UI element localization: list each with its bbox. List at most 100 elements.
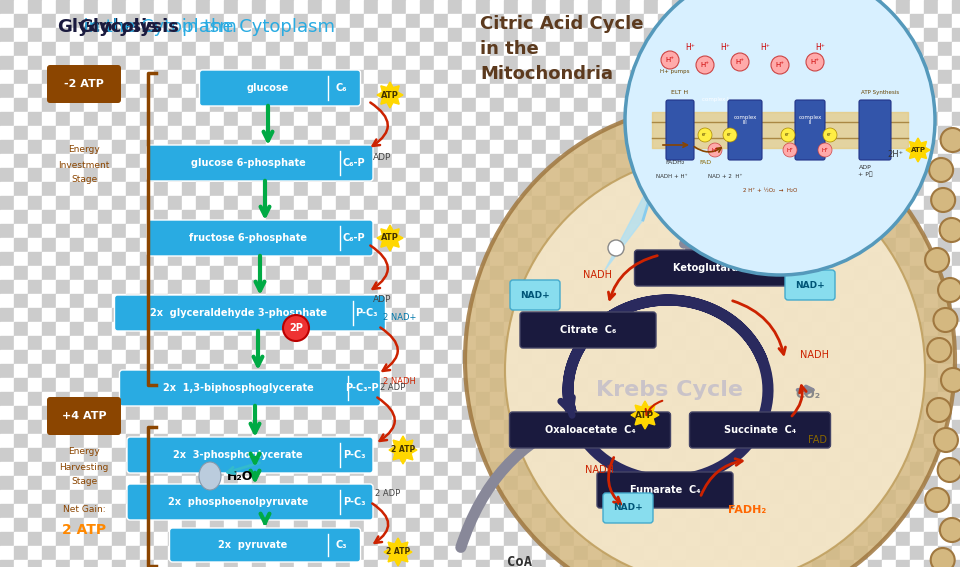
Bar	[168, 378, 182, 392]
Bar	[504, 560, 518, 567]
Bar	[406, 266, 420, 280]
Bar	[336, 490, 350, 504]
Bar	[630, 56, 644, 70]
Bar	[574, 336, 588, 350]
Bar	[504, 322, 518, 336]
Bar	[952, 476, 960, 490]
Bar	[910, 532, 924, 546]
Bar	[462, 98, 476, 112]
Bar	[602, 210, 616, 224]
Bar	[672, 392, 686, 406]
Bar	[98, 210, 112, 224]
Bar	[98, 252, 112, 266]
Bar	[448, 224, 462, 238]
Bar	[714, 476, 728, 490]
Bar	[364, 140, 378, 154]
Bar	[798, 70, 812, 84]
Bar	[322, 210, 336, 224]
Bar	[784, 98, 798, 112]
Bar	[952, 168, 960, 182]
Text: ATP: ATP	[636, 411, 655, 420]
Bar	[196, 546, 210, 560]
Bar	[406, 448, 420, 462]
Bar	[378, 98, 392, 112]
Bar	[686, 0, 700, 14]
Bar	[0, 84, 14, 98]
Bar	[168, 434, 182, 448]
Bar	[280, 448, 294, 462]
Bar	[812, 112, 826, 126]
Bar	[812, 308, 826, 322]
Bar	[882, 518, 896, 532]
Bar	[140, 322, 154, 336]
Bar	[560, 364, 574, 378]
Bar	[560, 84, 574, 98]
Bar	[406, 28, 420, 42]
Bar	[28, 84, 42, 98]
Bar	[910, 14, 924, 28]
Bar	[910, 0, 924, 14]
Bar	[56, 434, 70, 448]
Bar	[518, 56, 532, 70]
Bar	[630, 420, 644, 434]
Bar	[644, 28, 658, 42]
Bar	[476, 420, 490, 434]
Bar	[14, 490, 28, 504]
Bar	[308, 532, 322, 546]
Bar	[448, 294, 462, 308]
Bar	[630, 462, 644, 476]
Bar	[924, 266, 938, 280]
Bar	[112, 28, 126, 42]
Bar	[378, 84, 392, 98]
Bar	[266, 252, 280, 266]
Bar	[714, 462, 728, 476]
Bar	[574, 28, 588, 42]
Bar	[84, 308, 98, 322]
Bar	[336, 322, 350, 336]
Bar	[42, 168, 56, 182]
Bar	[952, 364, 960, 378]
Bar	[826, 210, 840, 224]
Bar	[196, 112, 210, 126]
Bar	[896, 140, 910, 154]
Bar	[504, 448, 518, 462]
Bar	[84, 84, 98, 98]
Bar	[798, 476, 812, 490]
Bar	[658, 154, 672, 168]
Bar	[784, 490, 798, 504]
Bar	[364, 294, 378, 308]
Bar	[28, 196, 42, 210]
Bar	[266, 224, 280, 238]
Bar	[826, 70, 840, 84]
Bar	[602, 140, 616, 154]
Bar	[406, 406, 420, 420]
Bar	[308, 14, 322, 28]
Bar	[84, 294, 98, 308]
Bar	[882, 280, 896, 294]
Bar	[924, 168, 938, 182]
Bar	[700, 14, 714, 28]
Bar	[518, 532, 532, 546]
Bar	[476, 224, 490, 238]
Bar	[238, 14, 252, 28]
Bar	[546, 560, 560, 567]
Bar	[42, 224, 56, 238]
Bar	[560, 28, 574, 42]
Bar	[588, 308, 602, 322]
Bar	[280, 224, 294, 238]
Bar	[882, 364, 896, 378]
Bar	[336, 280, 350, 294]
Bar	[112, 294, 126, 308]
Bar	[140, 126, 154, 140]
Bar	[714, 0, 728, 14]
Text: 2x  glyceraldehyde 3-phosphate: 2x glyceraldehyde 3-phosphate	[150, 308, 326, 318]
Circle shape	[818, 143, 832, 157]
Bar	[238, 112, 252, 126]
Bar	[938, 56, 952, 70]
Bar	[154, 462, 168, 476]
Bar	[882, 252, 896, 266]
FancyBboxPatch shape	[47, 65, 121, 103]
Bar	[434, 448, 448, 462]
Text: H⁺: H⁺	[735, 59, 745, 65]
Bar	[686, 434, 700, 448]
